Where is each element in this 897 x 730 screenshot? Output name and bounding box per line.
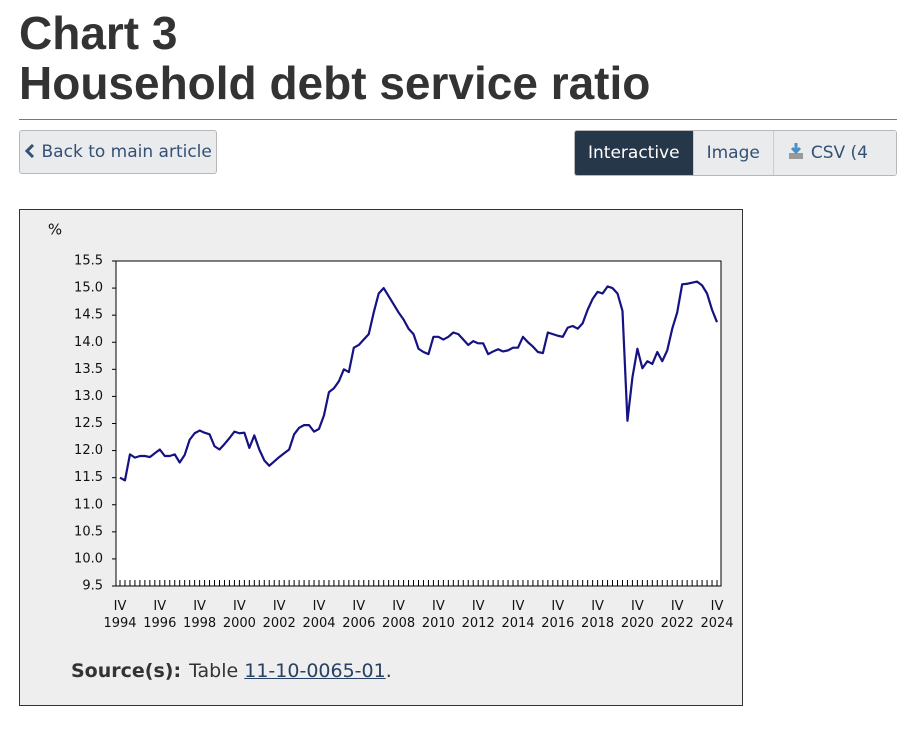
x-tick-label: IV 2002 bbox=[262, 599, 296, 631]
x-tick-label: IV 1996 bbox=[143, 599, 177, 631]
tab-csv[interactable]: CSV (4 KB) bbox=[772, 131, 896, 175]
download-icon bbox=[788, 143, 803, 159]
source-suffix: . bbox=[385, 660, 392, 682]
view-tabs: Interactive Image CSV (4 KB) bbox=[574, 130, 897, 176]
title-rule bbox=[19, 119, 897, 120]
y-tick-label: 14.0 bbox=[74, 335, 103, 350]
y-tick-label: 9.5 bbox=[82, 579, 103, 594]
x-tick-label: IV 2004 bbox=[302, 599, 336, 631]
x-tick-label: IV 1998 bbox=[183, 599, 217, 631]
chart: % 9.5 10.0 10.5 11.0 11.5 12.0 12.5 13.0 13.5 14.… bbox=[48, 221, 722, 594]
page-title: Chart 3 Household debt service ratio bbox=[19, 8, 650, 108]
x-tick-label: IV 2006 bbox=[342, 599, 376, 631]
y-tick-label: 13.5 bbox=[74, 362, 103, 377]
source-link[interactable]: 11-10-0065-01 bbox=[244, 660, 386, 682]
y-tick-label: 10.0 bbox=[74, 551, 103, 566]
csv-label: CSV (4 KB) bbox=[810, 143, 868, 163]
y-tick-label: 11.0 bbox=[74, 497, 103, 512]
y-tick-label: 15.0 bbox=[74, 281, 103, 296]
y-tick-label: 10.5 bbox=[74, 524, 103, 539]
y-tick-label: 15.5 bbox=[74, 254, 103, 269]
data-line bbox=[119, 280, 719, 482]
source-prefix: Table bbox=[189, 660, 239, 682]
chart-box: % 9.5 10.0 10.5 11.0 11.5 12.0 12.5 13.0 13.5 14.… bbox=[19, 209, 743, 706]
x-tick-label: IV 1994 bbox=[103, 599, 137, 631]
x-tick-label: IV 2016 bbox=[541, 599, 575, 631]
x-tick-label: IV 2000 bbox=[222, 599, 256, 631]
y-tick-label: 11.5 bbox=[74, 470, 103, 485]
title: Household debt service ratio bbox=[19, 57, 651, 109]
x-tick-label: IV 2022 bbox=[660, 599, 694, 631]
x-tick-label: IV 2018 bbox=[581, 599, 615, 631]
y-tick-label: 12.5 bbox=[74, 416, 103, 431]
source-label: Source(s): bbox=[71, 660, 182, 682]
x-tick-label: IV 2010 bbox=[421, 599, 455, 631]
plot-area bbox=[115, 260, 722, 587]
x-tick-label: IV 2014 bbox=[501, 599, 535, 631]
back-label: Back to main article bbox=[41, 142, 212, 162]
x-tick-label: IV 2012 bbox=[461, 599, 495, 631]
x-tick-label: IV 2020 bbox=[620, 599, 654, 631]
y-tick-label: 13.0 bbox=[74, 389, 103, 404]
y-axis-label: % bbox=[48, 221, 62, 239]
x-tick-label: IV 2024 bbox=[700, 599, 734, 631]
chart-number: Chart 3 bbox=[19, 7, 178, 59]
tab-image[interactable]: Image bbox=[692, 131, 773, 175]
x-tick-label: IV 2008 bbox=[382, 599, 416, 631]
y-tick-label: 12.0 bbox=[74, 443, 103, 458]
chevron-icon bbox=[24, 143, 35, 159]
source-note: Source(s): Table 11-10-0065-01. bbox=[71, 660, 392, 682]
tab-interactive[interactable]: Interactive bbox=[575, 131, 693, 175]
back-button[interactable]: Back to main article bbox=[19, 130, 217, 174]
y-tick-label: 14.5 bbox=[74, 308, 103, 323]
